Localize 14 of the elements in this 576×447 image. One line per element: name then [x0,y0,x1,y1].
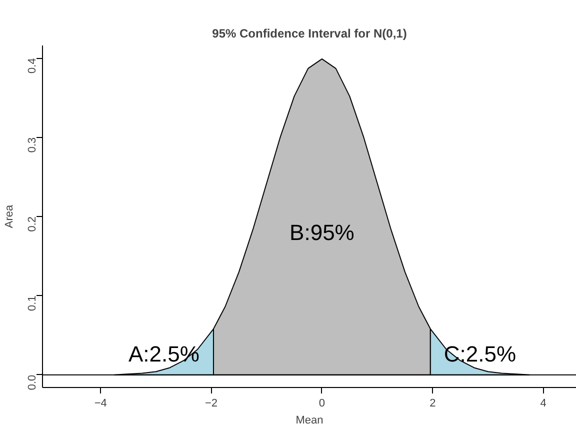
y-axis-title: Area [4,204,16,228]
x-axis-title: Mean [296,414,324,426]
y-tick-label: 0.0 [26,374,38,390]
y-tick-label: 0.4 [26,58,38,74]
x-tick-label: −2 [205,398,218,410]
y-tick-label: 0.2 [26,216,38,232]
x-tick-label: 2 [430,398,436,410]
chart-title: 95% Confidence Interval for N(0,1) [212,26,407,40]
x-tick-label: 4 [540,398,546,410]
annotation: B:95% [290,220,354,246]
y-tick-label: 0.3 [26,137,38,153]
x-tick-label: 0 [318,398,326,410]
y-tick-label: 0.1 [26,296,38,311]
x-tick-label: −4 [94,398,107,410]
